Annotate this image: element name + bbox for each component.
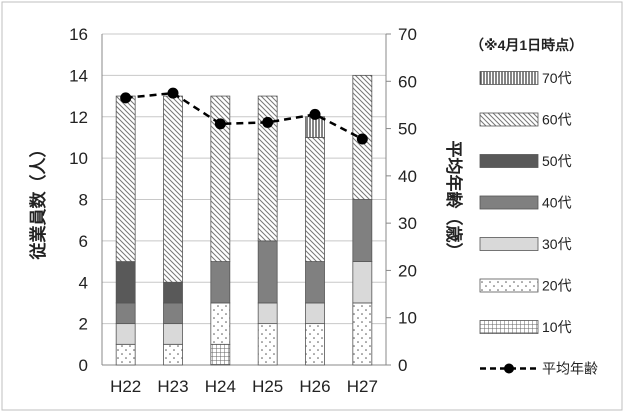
bar-segment [115, 261, 136, 304]
legend-line-marker [504, 363, 514, 374]
average-age-line [120, 87, 368, 145]
bar-segment [305, 261, 325, 304]
bar-segment [163, 323, 183, 345]
bar-segment [305, 302, 325, 325]
legend-label: 30代 [542, 236, 572, 252]
legend-swatch [479, 112, 539, 127]
x-tick-label: H25 [252, 377, 283, 396]
bars [115, 74, 373, 366]
bar-segment [257, 323, 278, 366]
legend-swatch [479, 320, 539, 334]
y-tick-label-left: 14 [69, 66, 88, 85]
x-tick-label: H26 [299, 377, 330, 396]
x-tick-label: H27 [347, 377, 378, 396]
average-age-point [309, 108, 321, 120]
legend-label: 平均年齢 [542, 361, 598, 377]
y-tick-label-left: 6 [79, 232, 88, 251]
bar-segment [210, 302, 231, 345]
left-axis-ticks: 0 2 4 6 8 10 12 14 16 [69, 25, 88, 375]
bar-segment [257, 95, 278, 242]
y-tick-label-right: 60 [398, 72, 417, 91]
bar-segment [257, 302, 278, 325]
bar-segment [257, 240, 278, 304]
y-tick-label-left: 16 [69, 25, 88, 44]
average-age-point [262, 116, 274, 128]
y-tick-label-left: 4 [79, 273, 88, 292]
legend-swatch [479, 278, 539, 293]
x-tick-label: H22 [110, 377, 141, 396]
grid-lines [101, 33, 387, 366]
legend-label: 60代 [542, 112, 572, 128]
bar-segment [352, 199, 373, 262]
y-tick-label-right: 10 [398, 309, 417, 328]
average-age-point [214, 118, 226, 130]
y-axis-title-right: 平均年齢（歳） [444, 141, 464, 260]
legend-label: 40代 [542, 195, 572, 211]
y-tick-label-left: 10 [69, 149, 88, 168]
bar-segment [163, 302, 183, 325]
bar-segment [115, 95, 136, 262]
right-axis-ticks: 0 10 20 30 40 50 60 70 [386, 25, 417, 375]
y-tick-label-right: 30 [398, 214, 417, 233]
x-axis-ticks: H22 H23 H24 H25 H26 H27 [110, 377, 378, 396]
bar-segment [210, 95, 231, 262]
bar-segment [115, 323, 136, 345]
average-age-point [120, 92, 132, 104]
y-tick-label-right: 20 [398, 261, 417, 280]
x-tick-label: H23 [157, 377, 188, 396]
bar-segment [115, 302, 136, 325]
legend-label: 10代 [542, 319, 572, 335]
bar-segment [115, 343, 136, 366]
legend-swatch [479, 154, 539, 168]
bar-segment [163, 95, 183, 283]
legend-swatch [479, 237, 539, 251]
y-tick-label-left: 8 [79, 191, 88, 210]
legend-title: （※4月1日時点） [470, 37, 583, 53]
y-tick-label-right: 50 [398, 120, 417, 139]
bar-segment [305, 137, 325, 262]
bar-segment [352, 302, 373, 366]
average-age-point [167, 87, 179, 99]
bar-segment [163, 281, 183, 304]
bar-segment [210, 343, 231, 366]
bar-segment [352, 261, 373, 304]
bar-segment [210, 261, 231, 304]
average-age-point [356, 133, 368, 145]
legend-swatch [479, 71, 539, 85]
bar-segment [305, 323, 325, 366]
x-tick-label: H24 [205, 377, 236, 396]
y-tick-label-right: 40 [398, 167, 417, 186]
y-tick-label-left: 12 [69, 108, 88, 127]
legend-label: 70代 [542, 70, 572, 86]
legend-swatch [479, 195, 539, 210]
legend-label: 50代 [542, 153, 572, 169]
bar-segment [163, 343, 183, 366]
legend-label: 20代 [542, 278, 572, 294]
y-tick-label-left: 2 [79, 315, 88, 334]
y-axis-title-left: 従業員数（人） [28, 141, 48, 261]
y-tick-label-left: 0 [79, 356, 88, 375]
average-age-line-path [125, 91, 363, 141]
y-tick-label-right: 0 [398, 356, 407, 375]
y-tick-label-right: 70 [398, 25, 417, 44]
